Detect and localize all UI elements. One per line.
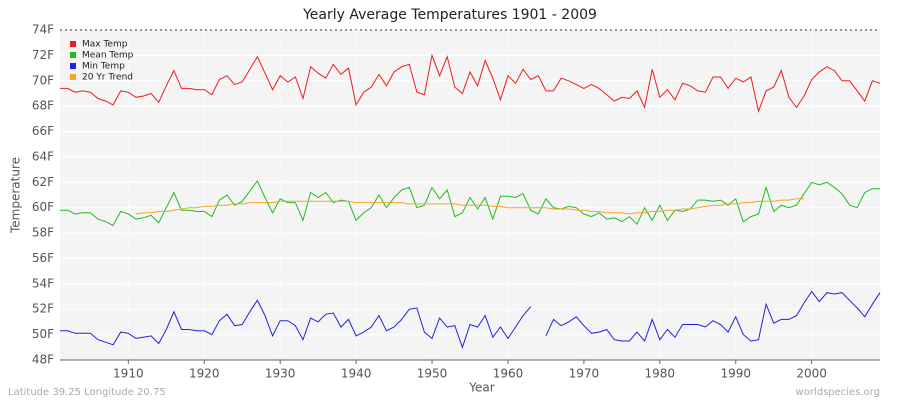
series-line [60, 290, 881, 349]
y-tick-label: 48F [32, 353, 54, 367]
footer-left: Latitude 39.25 Longitude 20.75 [8, 387, 166, 398]
x-tick-label: 1970 [569, 367, 600, 381]
x-axis-label: Year [468, 381, 494, 395]
x-tick-label: 1990 [720, 367, 751, 381]
legend-label: Min Temp [82, 62, 125, 72]
series-line [60, 180, 880, 227]
x-tick-label: 1960 [493, 367, 524, 381]
y-tick-label: 60F [32, 200, 54, 214]
y-tick-label: 54F [32, 276, 54, 290]
footer-right: worldspecies.org [796, 387, 880, 398]
x-tick-label: 1930 [265, 367, 296, 381]
chart-title: Yearly Average Temperatures 1901 - 2009 [302, 7, 597, 23]
x-tick-label: 1980 [645, 367, 676, 381]
x-tick-label: 1920 [189, 367, 220, 381]
series-line [60, 53, 881, 113]
legend-swatch [70, 41, 76, 47]
plot-background [60, 30, 880, 360]
legend-swatch [70, 52, 76, 58]
y-tick-label: 66F [32, 124, 54, 138]
y-axis-label: Temperature [9, 157, 23, 234]
legend-label: Max Temp [82, 40, 128, 50]
y-tick-label: 56F [32, 251, 54, 265]
y-tick-label: 74F [32, 23, 54, 37]
legend-label: Mean Temp [82, 51, 134, 61]
series-line [135, 198, 805, 215]
y-tick-label: 68F [32, 99, 54, 113]
y-tick-label: 70F [32, 73, 54, 87]
legend-swatch [70, 63, 76, 69]
legend-label: 20 Yr Trend [82, 73, 133, 83]
y-tick-label: 64F [32, 149, 54, 163]
y-tick-label: 58F [32, 226, 54, 240]
y-tick-label: 50F [32, 327, 54, 341]
x-tick-label: 1940 [341, 367, 372, 381]
x-tick-label: 2000 [796, 367, 827, 381]
legend-swatch [70, 74, 76, 80]
x-tick-label: 1910 [113, 367, 144, 381]
y-tick-label: 72F [32, 48, 54, 62]
x-tick-label: 1950 [417, 367, 448, 381]
y-tick-label: 52F [32, 302, 54, 316]
y-tick-label: 62F [32, 175, 54, 189]
